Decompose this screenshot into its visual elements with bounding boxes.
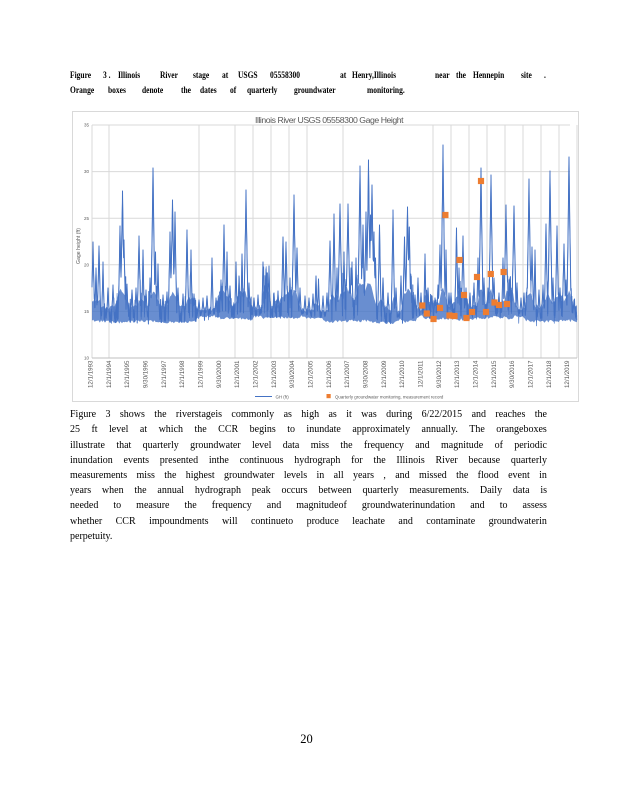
svg-text:20: 20 <box>84 262 90 267</box>
svg-text:12/1/2017: 12/1/2017 <box>527 360 534 388</box>
svg-text:12/1/2002: 12/1/2002 <box>253 360 260 388</box>
svg-text:9/30/2012: 9/30/2012 <box>436 360 443 388</box>
svg-text:12/1/2010: 12/1/2010 <box>399 360 406 388</box>
svg-text:12/1/2006: 12/1/2006 <box>326 360 333 388</box>
svg-text:12/1/2018: 12/1/2018 <box>546 360 553 388</box>
svg-text:9/30/2000: 9/30/2000 <box>216 360 223 388</box>
svg-text:12/1/2011: 12/1/2011 <box>417 360 424 388</box>
svg-text:15: 15 <box>84 309 90 314</box>
svg-text:12/1/2014: 12/1/2014 <box>472 360 479 388</box>
svg-text:25: 25 <box>84 216 90 221</box>
svg-text:12/1/2009: 12/1/2009 <box>381 360 388 388</box>
svg-text:9/30/1996: 9/30/1996 <box>143 360 150 388</box>
svg-text:9/30/2004: 9/30/2004 <box>289 360 296 388</box>
svg-text:12/1/2019: 12/1/2019 <box>564 360 571 388</box>
svg-text:12/1/1998: 12/1/1998 <box>179 360 186 388</box>
svg-text:10: 10 <box>84 356 90 361</box>
svg-text:12/1/2003: 12/1/2003 <box>271 360 278 388</box>
svg-text:Illinois River USGS 05558300 G: Illinois River USGS 05558300 Gage Height <box>255 115 404 125</box>
svg-text:12/1/2005: 12/1/2005 <box>308 360 315 388</box>
svg-text:12/1/1993: 12/1/1993 <box>88 360 95 388</box>
svg-text:35: 35 <box>84 123 90 128</box>
svg-text:9/30/2016: 9/30/2016 <box>509 360 516 388</box>
svg-text:GH (ft): GH (ft) <box>276 394 290 399</box>
svg-text:12/1/1997: 12/1/1997 <box>161 360 168 388</box>
svg-text:30: 30 <box>84 169 90 174</box>
svg-text:12/1/2007: 12/1/2007 <box>344 360 351 388</box>
svg-text:Quarterly groundwater monitori: Quarterly groundwater monitoring, measur… <box>335 394 444 399</box>
svg-text:12/1/2013: 12/1/2013 <box>454 360 461 388</box>
svg-text:12/1/1994: 12/1/1994 <box>106 360 113 388</box>
svg-text:12/1/1995: 12/1/1995 <box>124 360 131 388</box>
svg-text:Gage height (ft): Gage height (ft) <box>76 228 82 264</box>
svg-text:12/1/2015: 12/1/2015 <box>491 360 498 388</box>
svg-text:12/1/1999: 12/1/1999 <box>198 360 205 388</box>
svg-text:12/1/2001: 12/1/2001 <box>234 360 241 388</box>
svg-text:9/30/2008: 9/30/2008 <box>362 360 369 388</box>
